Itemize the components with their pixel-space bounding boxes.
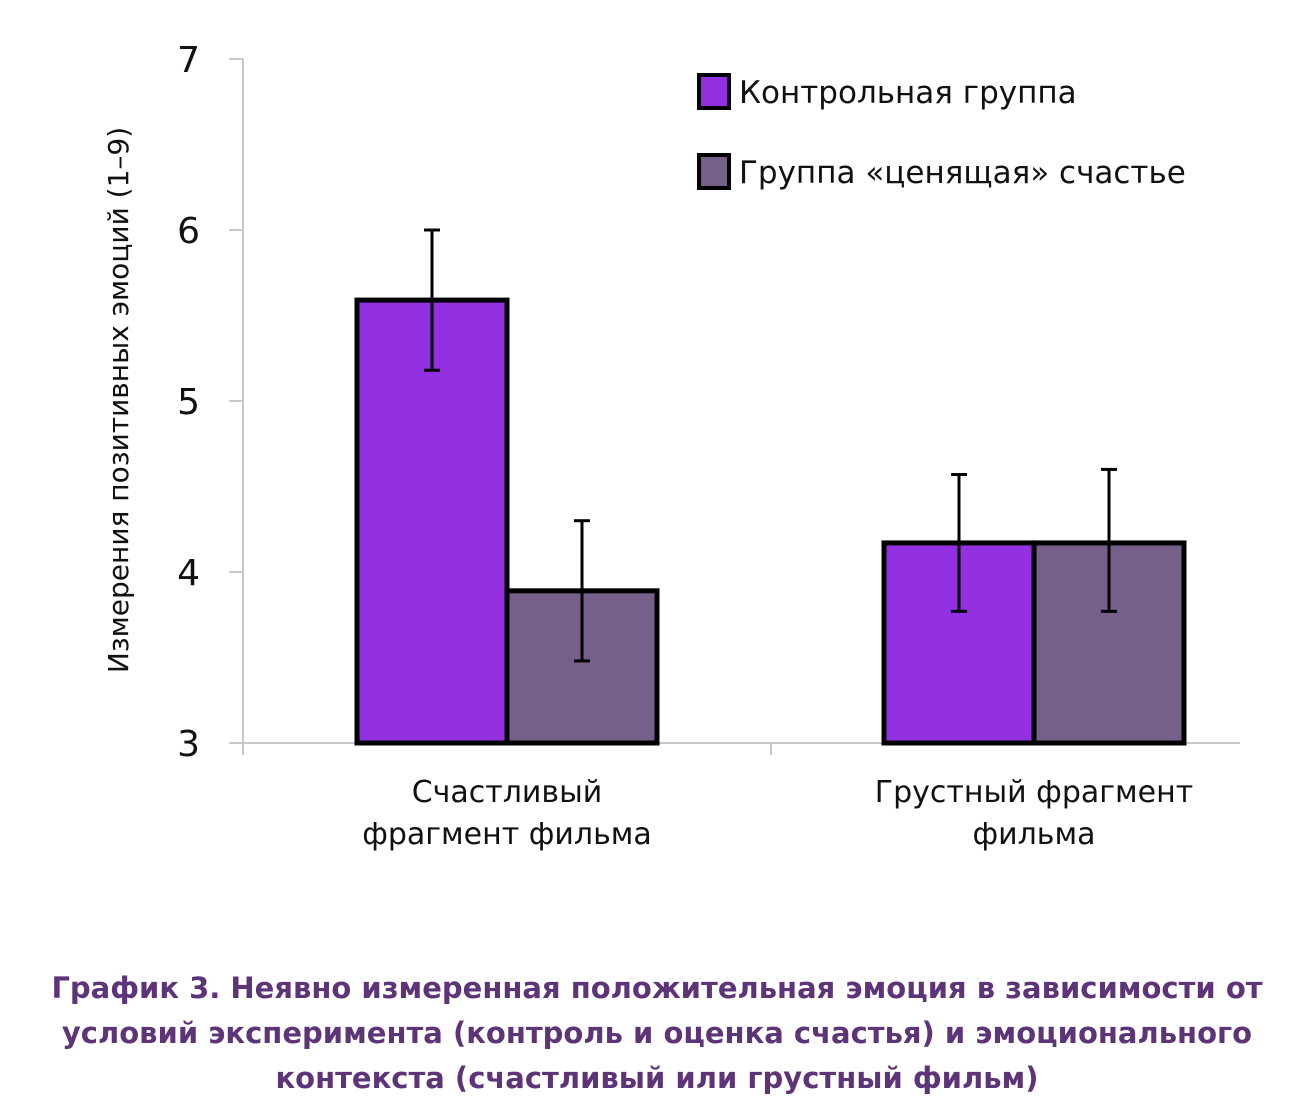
bar — [504, 588, 660, 746]
legend-swatch — [697, 73, 731, 110]
legend-label: Контрольная группа — [739, 75, 1077, 111]
y-tick-label: 6 — [177, 211, 200, 252]
x-category-label: Грустный фрагмент фильма — [875, 775, 1193, 852]
figure-caption: График 3. Неявно измеренная положительна… — [51, 971, 1263, 1095]
legend-swatch — [697, 153, 731, 190]
y-tick-label: 5 — [177, 382, 200, 423]
bar-chart: 3 4 5 6 7 Измерения позитивных эмоций (1–9) Сч… — [102, 40, 1240, 852]
x-category-label: Счастливый фрагмент фильма — [362, 775, 652, 852]
y-tick-label: 4 — [177, 553, 200, 594]
y-tick-label: 3 — [177, 724, 200, 765]
bar — [354, 297, 510, 746]
y-axis-label: Измерения позитивных эмоций (1–9) — [102, 127, 135, 673]
y-tick-label: 7 — [177, 40, 200, 81]
legend-label: Группа «ценящая» счастье — [739, 155, 1186, 191]
